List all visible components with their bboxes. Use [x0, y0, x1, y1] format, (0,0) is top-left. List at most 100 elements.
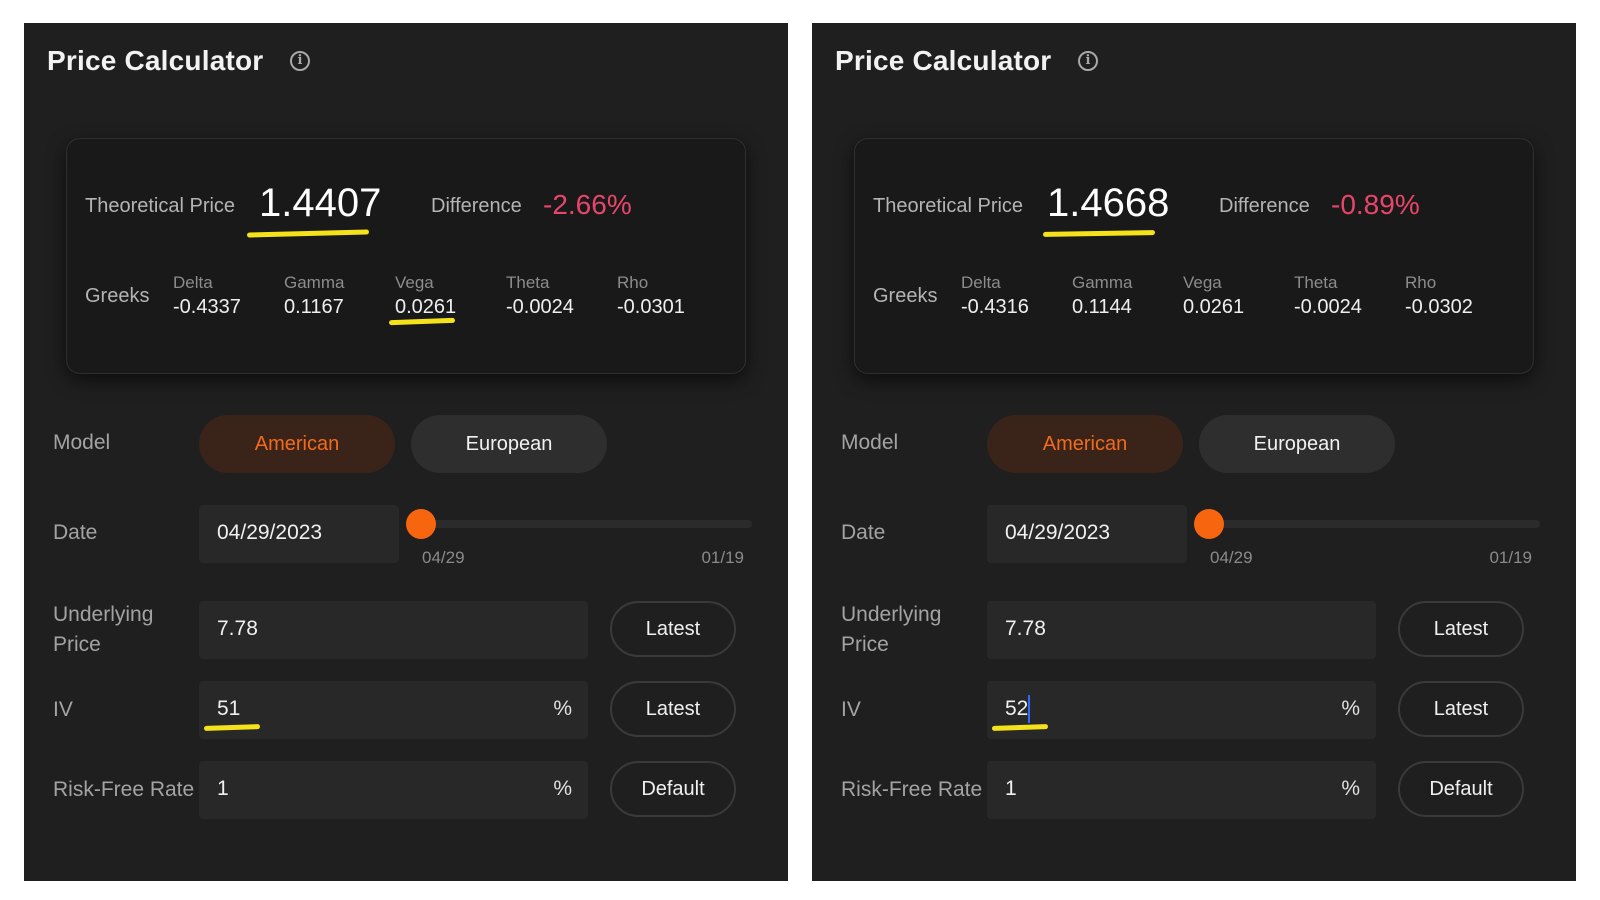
price-calculator-panel-right: Price Calculator i Theoretical Price 1.4… [812, 23, 1576, 881]
iv-unit: % [553, 697, 572, 720]
slider-end-label: 01/19 [701, 548, 744, 567]
model-american-button[interactable]: American [987, 415, 1183, 473]
highlight-underline [388, 317, 456, 326]
greek-delta: Delta -0.4337 [173, 273, 241, 319]
date-value: 04/29/2023 [1005, 521, 1111, 544]
underlying-price-label: Underlying Price [841, 603, 942, 656]
difference-value: -0.89% [1331, 189, 1420, 220]
greek-value: -0.0024 [1294, 296, 1362, 318]
theoretical-price-label: Theoretical Price [873, 195, 1024, 217]
highlight-underline [246, 229, 370, 238]
iv-latest-button[interactable]: Latest [1398, 681, 1524, 737]
model-american-button[interactable]: American [199, 415, 395, 473]
greek-theta: Theta -0.0024 [1294, 273, 1362, 319]
underlying-price-value: 7.78 [217, 617, 258, 640]
greek-name: Theta [1294, 273, 1338, 292]
greek-name: Gamma [1072, 273, 1133, 292]
iv-input[interactable]: 51 % [199, 681, 588, 739]
date-slider-thumb[interactable] [1194, 509, 1224, 539]
greek-gamma: Gamma 0.1167 [284, 273, 344, 319]
risk-free-rate-label: Risk-Free Rate [841, 778, 983, 801]
greek-name: Gamma [284, 273, 345, 292]
iv-unit: % [1341, 697, 1360, 720]
underlying-price-value: 7.78 [1005, 617, 1046, 640]
greek-name: Delta [173, 273, 213, 292]
greek-value: 0.0261 [395, 296, 457, 318]
theoretical-price-value: 1.4407 [259, 181, 382, 225]
text-cursor [1028, 695, 1030, 723]
info-icon[interactable]: i [290, 51, 310, 71]
slider-start-label: 04/29 [422, 548, 465, 567]
risk-free-rate-default-button[interactable]: Default [610, 761, 736, 817]
model-european-button[interactable]: European [1199, 415, 1395, 473]
risk-free-rate-default-button[interactable]: Default [1398, 761, 1524, 817]
theoretical-price-label: Theoretical Price [85, 195, 236, 217]
greeks-label: Greeks [85, 285, 150, 307]
greeks-label: Greeks [873, 285, 938, 307]
underlying-price-label: Underlying Price [53, 603, 154, 656]
underlying-price-input[interactable]: 7.78 [987, 601, 1376, 659]
underlying-latest-button[interactable]: Latest [1398, 601, 1524, 657]
price-calculator-panel-left: Price Calculator i Theoretical Price 1.4… [24, 23, 788, 881]
slider-end-label: 01/19 [1489, 548, 1532, 567]
pricing-summary-card: Theoretical Price 1.4407 Difference -2.6… [66, 138, 746, 374]
date-slider-thumb[interactable] [406, 509, 436, 539]
greek-gamma: Gamma 0.1144 [1072, 273, 1132, 319]
model-european-button[interactable]: European [411, 415, 607, 473]
risk-free-rate-value: 1 [1005, 777, 1017, 800]
greek-theta: Theta -0.0024 [506, 273, 574, 319]
greek-name: Rho [617, 273, 649, 292]
risk-free-rate-input[interactable]: 1 % [199, 761, 588, 819]
greek-name: Vega [395, 273, 434, 292]
greek-vega: Vega 0.0261 [395, 273, 456, 319]
underlying-latest-button[interactable]: Latest [610, 601, 736, 657]
info-icon[interactable]: i [1078, 51, 1098, 71]
date-input[interactable]: 04/29/2023 [987, 505, 1187, 563]
risk-free-rate-label: Risk-Free Rate [53, 778, 195, 801]
greek-name: Delta [961, 273, 1001, 292]
greek-value: 0.1167 [284, 296, 344, 318]
date-value: 04/29/2023 [217, 521, 323, 544]
panel-title: Price Calculator [835, 45, 1052, 76]
pricing-summary-card: Theoretical Price 1.4668 Difference -0.8… [854, 138, 1534, 374]
greek-value: -0.0301 [617, 296, 685, 318]
date-slider-track[interactable] [1209, 520, 1540, 528]
model-label: Model [53, 431, 111, 454]
panel-title: Price Calculator [47, 45, 264, 76]
iv-label: IV [841, 698, 861, 721]
greek-delta: Delta -0.4316 [961, 273, 1029, 319]
date-label: Date [841, 521, 886, 544]
model-label: Model [841, 431, 899, 454]
difference-label: Difference [1219, 195, 1310, 217]
risk-free-rate-unit: % [553, 777, 572, 800]
greek-name: Vega [1183, 273, 1222, 292]
greek-rho: Rho -0.0301 [617, 273, 685, 319]
greek-value: -0.0024 [506, 296, 574, 318]
risk-free-rate-value: 1 [217, 777, 229, 800]
difference-label: Difference [431, 195, 522, 217]
underlying-price-input[interactable]: 7.78 [199, 601, 588, 659]
greek-value: -0.0302 [1405, 296, 1473, 318]
greek-name: Theta [506, 273, 550, 292]
greek-value: 0.1144 [1072, 296, 1132, 318]
greek-value: -0.4337 [173, 296, 241, 318]
difference-value: -2.66% [543, 189, 632, 220]
risk-free-rate-unit: % [1341, 777, 1360, 800]
date-input[interactable]: 04/29/2023 [199, 505, 399, 563]
date-label: Date [53, 521, 98, 544]
iv-input[interactable]: 52 % [987, 681, 1376, 739]
risk-free-rate-input[interactable]: 1 % [987, 761, 1376, 819]
highlight-underline [1042, 230, 1156, 237]
greek-name: Rho [1405, 273, 1437, 292]
iv-value: 52 [1005, 697, 1029, 720]
iv-label: IV [53, 698, 73, 721]
iv-value: 51 [217, 697, 241, 720]
greek-rho: Rho -0.0302 [1405, 273, 1473, 319]
slider-start-label: 04/29 [1210, 548, 1253, 567]
date-slider-track[interactable] [421, 520, 752, 528]
greek-value: 0.0261 [1183, 296, 1245, 318]
iv-latest-button[interactable]: Latest [610, 681, 736, 737]
greek-vega: Vega 0.0261 [1183, 273, 1244, 319]
theoretical-price-value: 1.4668 [1047, 181, 1170, 225]
greek-value: -0.4316 [961, 296, 1029, 318]
